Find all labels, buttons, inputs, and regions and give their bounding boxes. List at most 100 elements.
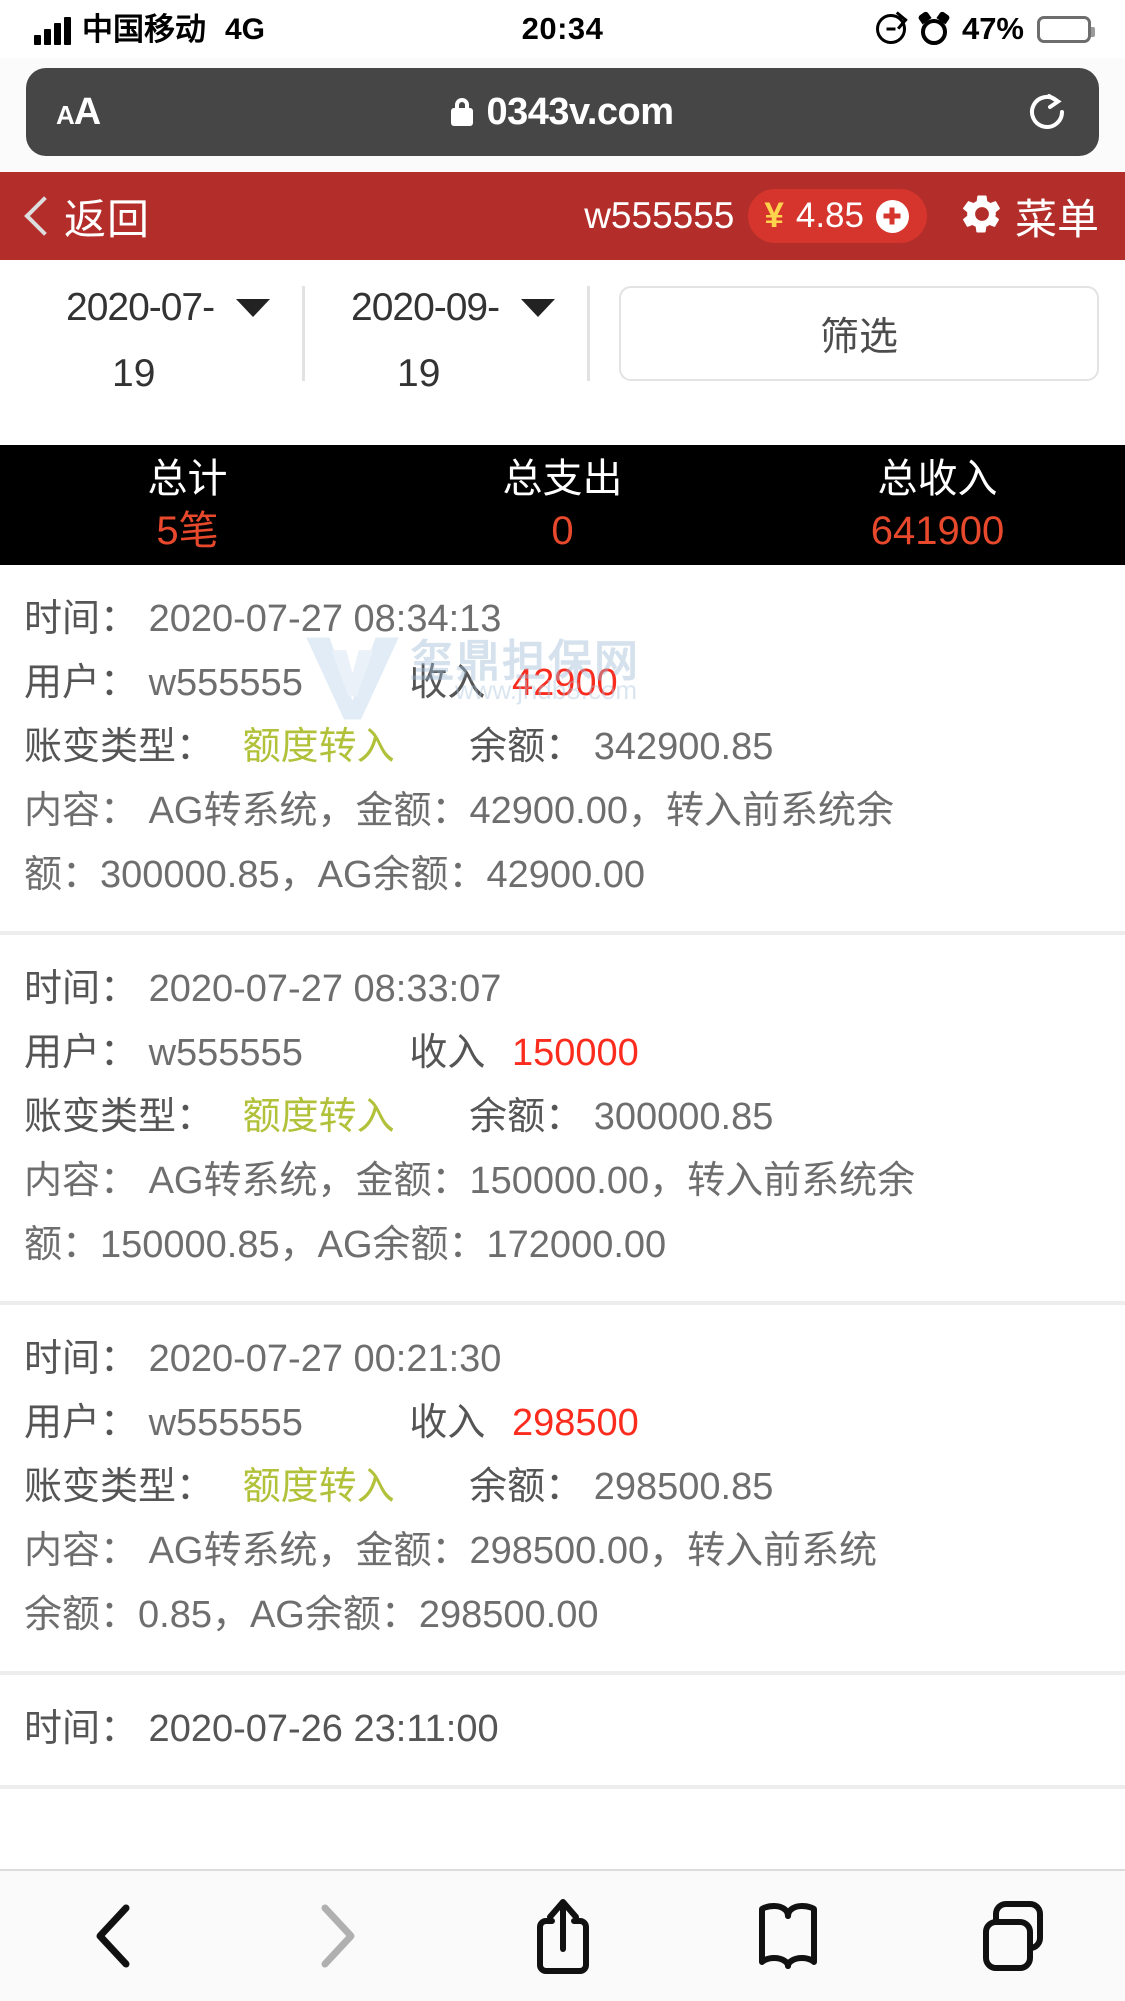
text-size-button[interactable]: AA [56, 90, 101, 133]
record-time-line: 时间： 2020-07-27 08:34:13 [24, 587, 1101, 651]
balance-badge[interactable]: ¥ 4.85 [748, 189, 927, 243]
content-value-1: AG转系统，金额：42900.00，转入前系统余 [148, 790, 894, 832]
type-value: 额度转入 [242, 1466, 395, 1508]
user-value: w555555 [148, 662, 303, 704]
end-date-select[interactable]: 2020-09- 19 [311, 286, 581, 396]
bookmarks-button[interactable] [675, 1900, 900, 1972]
user-value: w555555 [148, 1402, 303, 1444]
summary-expense-label: 总支出 [502, 457, 623, 501]
end-date-value-wrap: 19 [397, 352, 441, 395]
time-label: 时间： [24, 598, 139, 640]
reload-icon[interactable] [1025, 90, 1069, 134]
tabs-icon [978, 1898, 1048, 1974]
back-chevron-icon [26, 196, 48, 236]
battery-percent-label: 47% [961, 11, 1024, 46]
summary-expense: 总支出 0 [375, 453, 750, 557]
table-row[interactable]: 时间： 2020-07-27 08:33:07 用户： w555555 收入 1… [0, 935, 1125, 1305]
address-bar[interactable]: AA 0343v.com [26, 68, 1099, 156]
record-time-line: 时间： 2020-07-26 23:11:00 [24, 1708, 499, 1750]
time-label: 时间： [24, 1338, 139, 1380]
content-value-1: AG转系统，金额：298500.00，转入前系统 [148, 1530, 878, 1572]
record-time-line: 时间： 2020-07-27 00:21:30 [24, 1327, 1101, 1391]
summary-total-value: 5笔 [156, 509, 219, 553]
table-row[interactable]: 时间： 2020-07-26 23:11:00 [0, 1675, 1125, 1789]
alarm-clock-icon [917, 10, 951, 45]
summary-total: 总计 5笔 [0, 453, 375, 557]
type-value: 额度转入 [242, 726, 395, 768]
record-user-line: 用户： w555555 收入 42900 [24, 651, 1101, 715]
app-header: 返回 w555555 ¥ 4.85 菜单 [0, 172, 1125, 260]
plus-circle-icon[interactable] [875, 199, 909, 233]
type-label: 账变类型： [24, 1096, 215, 1138]
income-label: 收入 [409, 1032, 486, 1074]
record-time-line: 时间： 2020-07-27 08:33:07 [24, 957, 1101, 1021]
status-bar-left: 中国移动 4G [34, 14, 265, 45]
filter-bar: 2020-07- 19 2020-09- 19 筛选 [0, 260, 1125, 445]
balance-label: 余额： [469, 726, 584, 768]
menu-button[interactable]: 菜单 [959, 186, 1099, 247]
back-button-label: 返回 [64, 195, 151, 243]
summary-expense-value: 0 [551, 509, 574, 553]
divider [587, 286, 590, 381]
url-label: 0343v.com [486, 90, 674, 133]
summary-bar: 总计 5笔 总支出 0 总收入 641900 [0, 445, 1125, 565]
record-content-line-2: 额：300000.85，AG余额：42900.00 [24, 854, 646, 896]
user-label: 用户： [24, 1032, 139, 1074]
record-content-line-1: 内容： AG转系统，金额：42900.00，转入前系统余 [24, 779, 1101, 843]
record-content-line-1: 内容： AG转系统，金额：298500.00，转入前系统 [24, 1519, 1101, 1583]
address-bar-content: 0343v.com [26, 91, 1099, 134]
forward-button[interactable] [225, 1900, 450, 1972]
filter-button[interactable]: 筛选 [619, 286, 1099, 381]
balance-label: 余额： [469, 1466, 584, 1508]
content-label: 内容： [24, 790, 139, 832]
summary-income-label: 总收入 [877, 457, 998, 501]
user-label: 用户： [24, 1402, 139, 1444]
type-label: 账变类型： [24, 1466, 215, 1508]
app-header-right: w555555 ¥ 4.85 菜单 [584, 186, 1099, 247]
rotation-lock-icon [875, 14, 906, 44]
back-button[interactable] [0, 1900, 225, 1972]
share-icon [532, 1895, 594, 1977]
type-label: 账变类型： [24, 726, 215, 768]
share-button[interactable] [450, 1895, 675, 1977]
user-value: w555555 [148, 1032, 303, 1074]
record-content-line-2: 额：150000.85，AG余额：172000.00 [24, 1224, 667, 1266]
table-row[interactable]: 玺鼎担保网 www.jhdb8.com 时间： 2020-07-27 08:34… [0, 565, 1125, 935]
username-label: w555555 [584, 195, 735, 236]
battery-charging-icon: ⚡ [1037, 15, 1095, 43]
book-icon [754, 1900, 822, 1972]
start-date-select[interactable]: 2020-07- 19 [26, 286, 296, 396]
balance-label: 余额： [469, 1096, 584, 1138]
content-value-1: AG转系统，金额：150000.00，转入前系统余 [148, 1160, 916, 1202]
summary-income: 总收入 641900 [750, 453, 1125, 557]
type-value: 额度转入 [242, 1096, 395, 1138]
table-row[interactable]: 时间： 2020-07-27 00:21:30 用户： w555555 收入 2… [0, 1305, 1125, 1675]
back-chevron-icon [84, 1900, 142, 1972]
record-user-line: 用户： w555555 收入 298500 [24, 1391, 1101, 1455]
carrier-label: 中国移动 [82, 11, 206, 47]
record-type-line: 账变类型： 额度转入 余额： 342900.85 [24, 715, 1101, 779]
time-value: 2020-07-27 08:34:13 [148, 598, 502, 640]
record-user-line: 用户： w555555 收入 150000 [24, 1021, 1101, 1085]
divider [302, 286, 305, 381]
income-label: 收入 [409, 1402, 486, 1444]
record-type-line: 账变类型： 额度转入 余额： 300000.85 [24, 1085, 1101, 1149]
lock-icon [451, 98, 474, 126]
time-label: 时间： [24, 968, 139, 1010]
gear-icon [959, 191, 1005, 242]
income-value: 298500 [511, 1402, 639, 1444]
start-date-value-wrap: 19 [112, 352, 156, 395]
tabs-button[interactable] [900, 1898, 1125, 1974]
record-content-line-1: 内容： AG转系统，金额：150000.00，转入前系统余 [24, 1149, 1101, 1213]
balance-value: 300000.85 [593, 1096, 774, 1138]
transaction-list: 玺鼎担保网 www.jhdb8.com 时间： 2020-07-27 08:34… [0, 565, 1125, 1789]
back-button[interactable]: 返回 [26, 186, 150, 247]
summary-income-value: 641900 [870, 509, 1005, 553]
summary-total-label: 总计 [147, 457, 228, 501]
network-type-label: 4G [225, 12, 266, 46]
income-value: 42900 [511, 662, 618, 704]
content-label: 内容： [24, 1160, 139, 1202]
record-content-line-2: 余额：0.85，AG余额：298500.00 [24, 1594, 599, 1636]
balance-value: 342900.85 [593, 726, 774, 768]
